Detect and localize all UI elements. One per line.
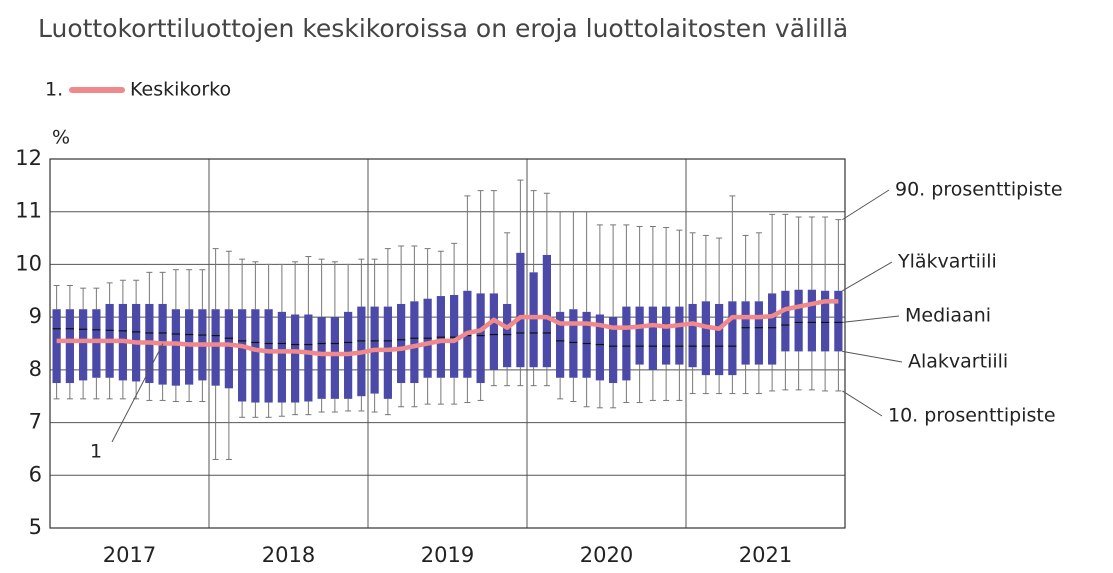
box [476,293,485,384]
plot-frame [49,158,846,529]
leader-line [842,189,890,221]
box [807,289,816,352]
x-tick-label: 2017 [103,543,156,567]
box [264,309,273,403]
y-tick-label: 7 [29,410,42,434]
box [754,301,763,365]
legend-number: 1. [45,79,63,101]
mean-line [56,299,839,357]
leader-line [842,390,883,417]
box [821,290,830,352]
box [569,309,578,378]
leader-line [842,315,900,323]
box [768,293,777,365]
box [781,290,790,352]
box [741,301,750,365]
y-tick-label: 9 [29,304,42,328]
box [516,252,525,368]
box [79,309,88,381]
box-part-label: 90. prosenttipiste [895,179,1063,201]
box [622,306,631,381]
legend-label: Keskikorko [130,79,231,101]
x-tick-label: 2018 [262,543,315,567]
box [582,311,591,378]
box-part-label: Yläkvartiili [897,251,997,273]
box [410,301,419,384]
box [450,295,459,378]
box [383,306,392,399]
box [185,309,194,385]
box [52,309,61,384]
box [701,301,710,376]
x-tick-label: 2019 [421,543,474,567]
box [635,306,644,365]
leader-line [842,261,893,292]
annotation-line [111,343,164,443]
box [304,314,313,402]
box [503,303,512,368]
box [715,303,724,376]
y-tick-label: 12 [15,146,42,170]
annotation: 1 [90,441,102,463]
y-tick-label: 5 [29,515,42,539]
box [65,309,74,384]
box [794,289,803,352]
box [556,311,565,378]
box [609,317,618,384]
box [330,317,339,399]
box [529,272,538,368]
box [317,317,326,399]
y-tick-label: 8 [29,357,42,381]
box [675,306,684,365]
box [595,314,604,381]
box [834,290,843,352]
box-part-label: Mediaani [905,305,991,327]
box [397,303,406,384]
leader-line [842,350,903,363]
box [542,254,551,368]
x-tick-label: 2020 [580,543,633,567]
box [662,306,671,365]
box [251,309,260,403]
y-tick-label: 6 [29,462,42,486]
box [291,314,300,403]
box-part-label: Alakvartiili [908,351,1008,373]
box [648,306,657,370]
box [238,309,247,402]
box [92,309,101,378]
y-axis-label: % [52,127,70,149]
chart-title: Luottokorttiluottojen keskikoroissa on e… [38,14,848,43]
box [489,293,498,370]
y-tick-label: 11 [15,199,42,223]
box [224,309,233,389]
box [277,311,286,403]
y-tick-label: 10 [15,251,42,275]
x-tick-label: 2021 [739,543,792,567]
box [728,301,737,376]
box [211,309,220,386]
box-part-label: 10. prosenttipiste [888,405,1056,427]
box [171,309,180,386]
box [688,303,697,368]
